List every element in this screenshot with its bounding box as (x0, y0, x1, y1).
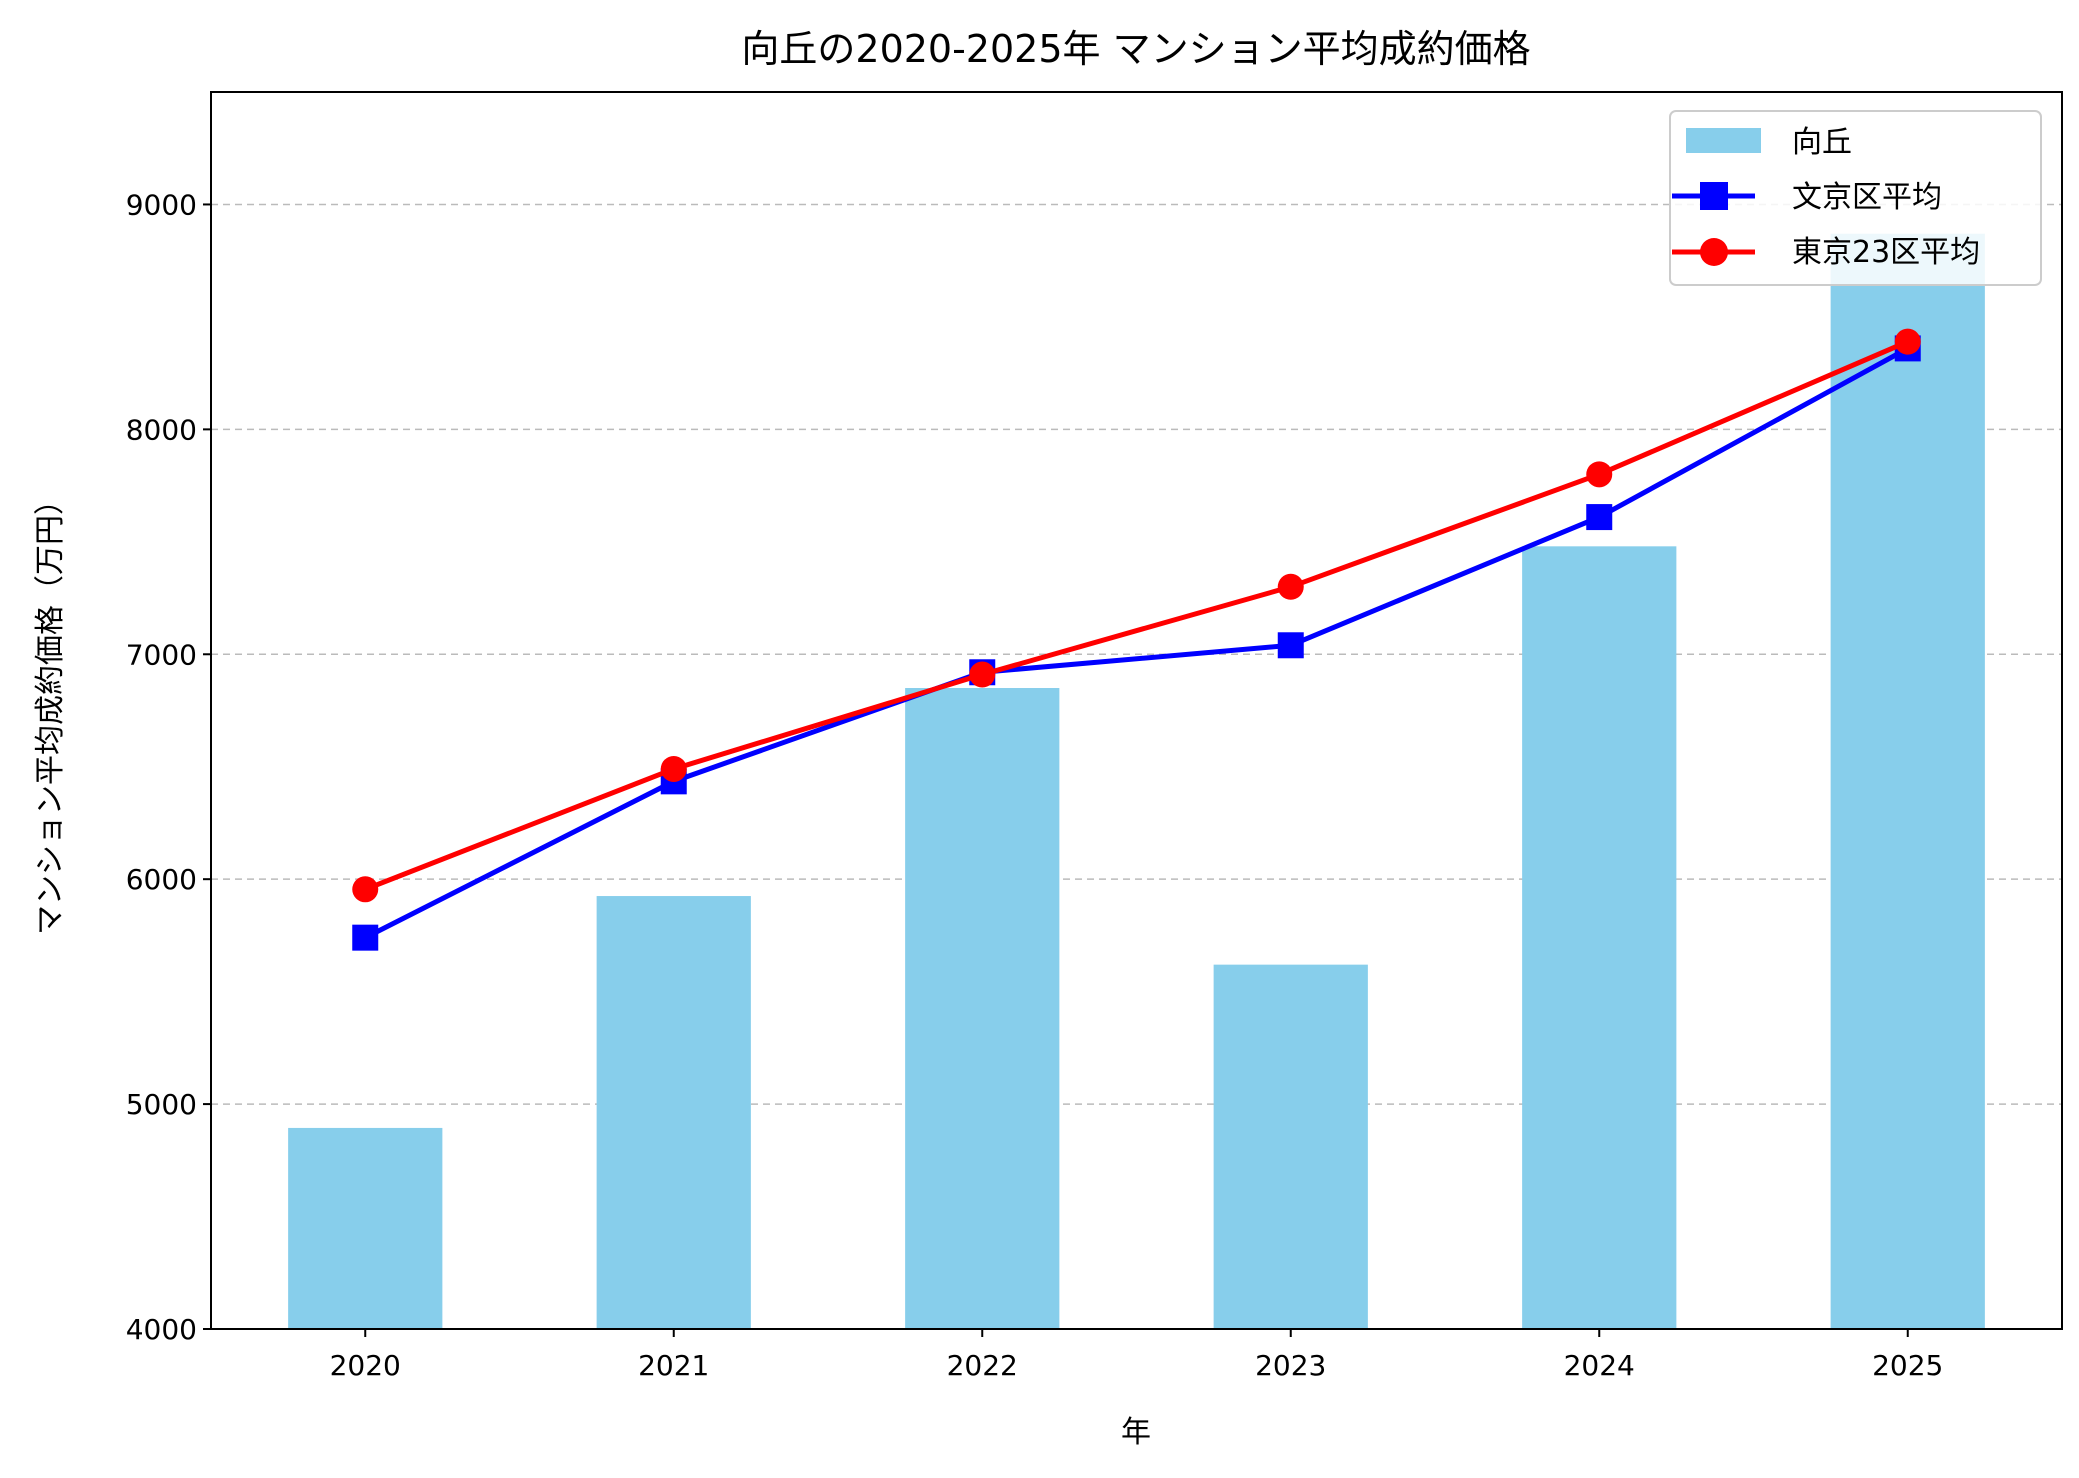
square-marker-2020 (352, 924, 379, 951)
square-marker-2024 (1586, 504, 1613, 531)
legend-label-2: 東京23区平均 (1792, 235, 1980, 270)
y-tick-label: 5000 (126, 1088, 197, 1121)
circle-marker-2022 (969, 661, 996, 688)
x-tick-label: 2020 (330, 1349, 401, 1382)
lines (352, 328, 1921, 951)
legend-swatch-bar (1686, 128, 1761, 153)
bar-2022 (905, 688, 1060, 1329)
legend-box (1669, 110, 2042, 286)
x-tick-label: 2021 (638, 1349, 709, 1382)
legend-square-marker (1700, 182, 1728, 210)
bar-2023 (1213, 964, 1368, 1329)
y-tick-label: 6000 (126, 863, 197, 896)
x-axis-label: 年 (1121, 1415, 1151, 1450)
circle-marker-2021 (660, 755, 687, 782)
circle-marker-2023 (1277, 573, 1304, 600)
x-tick-label: 2023 (1255, 1349, 1326, 1382)
x-tick-label: 2024 (1564, 1349, 1635, 1382)
x-tick-label: 2025 (1872, 1349, 1943, 1382)
bar-2025 (1830, 233, 1985, 1329)
y-tick-label: 7000 (126, 638, 197, 671)
bar-2020 (288, 1127, 443, 1329)
bars (288, 233, 1985, 1329)
y-tick-label: 8000 (126, 413, 197, 446)
series-line-2 (364, 339, 1909, 892)
circle-marker-2025 (1894, 328, 1921, 355)
y-tick-label: 4000 (126, 1313, 197, 1346)
gridlines (211, 203, 2062, 1105)
circle-marker-2024 (1586, 461, 1613, 488)
y-axis-ticks: 4000 5000 6000 7000 8000 9000 (126, 188, 211, 1346)
chart-title: 向丘の2020-2025年 マンション平均成約価格 (741, 27, 1530, 71)
x-axis-ticks: 2020 2021 2022 2023 2024 2025 (330, 1329, 1943, 1382)
plot-frame (210, 91, 2063, 1330)
bar-2024 (1522, 546, 1677, 1329)
y-axis-label: マンション平均成約価格（万円） (33, 485, 68, 935)
y-tick-label: 9000 (126, 188, 197, 221)
series-line-1 (364, 346, 1909, 940)
square-marker-2023 (1277, 632, 1304, 659)
legend-label-0: 向丘 (1792, 125, 1852, 160)
bar-2021 (596, 896, 751, 1329)
legend: 向丘 文京区平均 東京23区平均 (1669, 110, 2042, 286)
x-tick-label: 2022 (947, 1349, 1018, 1382)
legend-circle-marker (1700, 238, 1728, 266)
legend-label-1: 文京区平均 (1792, 180, 1942, 215)
circle-marker-2020 (352, 876, 379, 903)
